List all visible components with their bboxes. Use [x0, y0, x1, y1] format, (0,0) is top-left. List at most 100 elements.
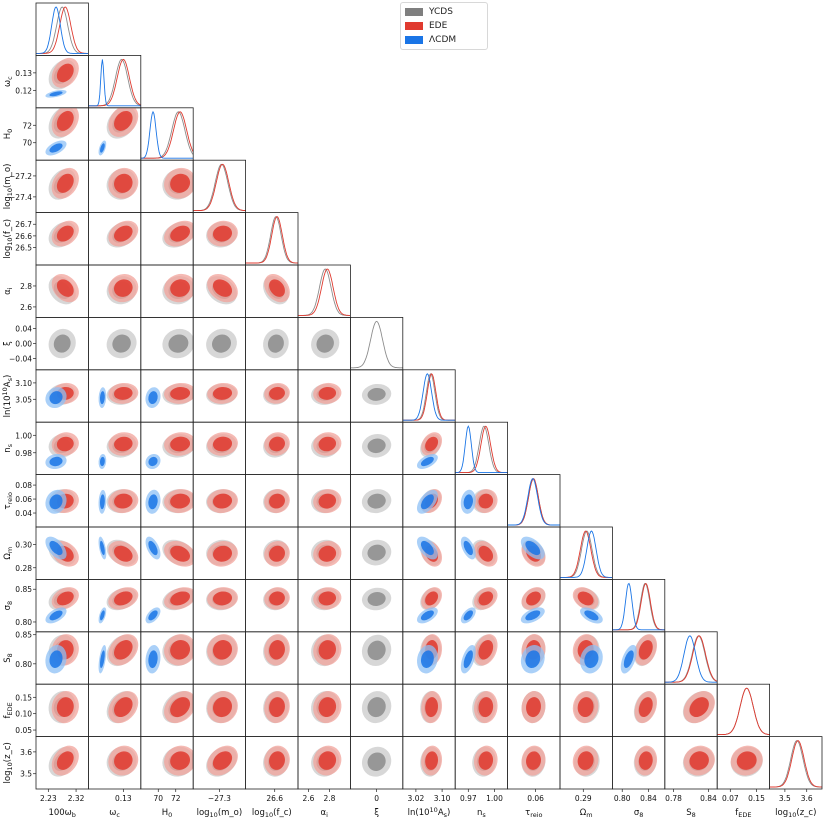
ylabel-zc: log10(z_c)	[3, 742, 14, 783]
xlabel-s8: σ8	[634, 808, 644, 819]
panel-tau-vs-tau	[507, 474, 561, 528]
panel-xi-vs-ai	[297, 316, 351, 371]
panel-fede-vs-wc	[88, 683, 142, 738]
contour-xi-lmo-ycds-68	[211, 334, 232, 353]
ytick-label-wc: 0.12	[15, 86, 32, 95]
panel-s8-vs-wc	[88, 579, 142, 633]
panel-frame	[245, 212, 299, 266]
xtick-label-Om: 0.29	[575, 794, 592, 803]
legend: YCDS EDE ΛCDM	[400, 2, 488, 50]
panel-frame	[716, 683, 771, 738]
contour-fede-S8-ede-68	[689, 697, 709, 718]
xlabel-As: ln(1010As)	[408, 806, 451, 819]
xtick-label-fede: 0.15	[748, 794, 765, 803]
contour-xi-H0-ycds-68	[168, 334, 189, 353]
xtick-label-xi: 0	[374, 794, 379, 803]
panel-lfc-vs-lfc	[245, 212, 299, 266]
contour-tau-H0-ede-68	[170, 493, 191, 509]
panel-H0-vs-wb	[35, 107, 89, 161]
contour-Om-wc-ede-68	[113, 545, 133, 562]
contour-S8-wb-lcdm-68	[49, 650, 63, 669]
panel-fede-vs-H0	[140, 683, 194, 738]
contour-tau-ns-ede-68	[478, 493, 494, 509]
ylabel-xi: ξ	[3, 341, 13, 346]
panel-S8-vs-wb	[35, 631, 89, 685]
contour-As-H0-ede-68	[170, 386, 191, 400]
panel-fede-vs-fede	[716, 683, 771, 738]
ytick-label-As: 3.05	[15, 395, 32, 404]
contour-As-ai-ede-68	[318, 386, 337, 400]
panel-As-vs-H0	[140, 369, 194, 423]
marginal-ai-ede	[298, 268, 351, 316]
panel-ai-vs-wc	[88, 264, 142, 318]
contour-ns-wc-lcdm-68	[99, 456, 105, 467]
panel-tau-vs-wc	[88, 474, 142, 528]
panel-ns-vs-wc	[88, 421, 142, 476]
panel-S8-vs-xi	[349, 631, 404, 685]
panel-frame	[454, 421, 509, 476]
marginal-S8-ycds	[664, 635, 718, 683]
ytick-label-tau: 0.04	[15, 509, 32, 518]
panel-S8-vs-ai	[297, 631, 351, 685]
ytick-label-Om: 0.28	[15, 564, 32, 573]
ylabel-wc: ωc	[3, 76, 14, 87]
contour-s8-wc-lcdm-68	[100, 610, 105, 621]
ytick-label-lfc: 26.5	[15, 244, 32, 253]
xtick-label-lmo: −27.3	[208, 794, 231, 803]
contour-zc-tau-ede-68	[526, 751, 541, 770]
contour-zc-xi-ycds-68	[367, 752, 386, 771]
panel-fede-vs-ns	[454, 683, 509, 738]
legend-swatch-ede	[405, 22, 423, 30]
xtick-label-H0: 70	[153, 794, 163, 803]
legend-label-lcdm: ΛCDM	[429, 35, 457, 45]
panel-tau-vs-xi	[349, 474, 404, 528]
contour-S8-wc-lcdm-68	[100, 650, 105, 669]
ytick-label-fede: 0.10	[15, 710, 32, 719]
contour-s8-As-lcdm-68	[420, 610, 434, 621]
panel-S8-vs-As	[402, 631, 456, 685]
ytick-label-tau: 0.06	[15, 495, 32, 504]
ytick-label-H0: 70	[22, 139, 32, 148]
panel-ns-vs-lmo	[192, 421, 246, 476]
contour-s8-As-ede-68	[425, 591, 439, 606]
contour-As-wc-ede-68	[114, 386, 133, 400]
panel-frame	[349, 316, 404, 371]
contour-zc-S8-ede-68	[689, 751, 709, 770]
marginal-As-lcdm	[402, 373, 456, 421]
panel-S8-vs-Om	[559, 631, 613, 685]
ylabel-lfc: log10(f_c)	[3, 219, 14, 259]
contour-ns-wc-ede-68	[114, 436, 133, 452]
xtick-label-fede: 0.07	[722, 794, 739, 803]
contour-zc-lmo-ede-68	[212, 751, 233, 770]
xlabel-lmo: log10(m_o)	[197, 808, 243, 819]
contour-Om-ns-ede-68	[478, 545, 494, 562]
xtick-label-wb: 2.23	[40, 794, 57, 803]
panel-xi-vs-wb	[35, 316, 89, 371]
contour-ns-H0-ede-68	[170, 436, 191, 452]
panel-fede-vs-S8	[664, 683, 718, 738]
contour-zc-s8-ede-68	[638, 751, 653, 770]
panel-As-vs-lmo	[192, 369, 246, 423]
xtick-label-S8: 0.84	[700, 794, 717, 803]
panel-lfc-vs-wc	[88, 212, 142, 266]
contour-S8-s8-lcdm-68	[623, 650, 634, 669]
ylabel-H0: H0	[3, 129, 14, 140]
contour-fede-Om-ede-68	[577, 697, 594, 718]
xlabel-H0: H0	[162, 808, 173, 819]
contour-H0-wc-ede-68	[114, 110, 133, 131]
contour-fede-wb-ede-68	[56, 697, 74, 718]
panel-ns-vs-ns	[454, 421, 509, 476]
marginal-lfc-ycds	[245, 216, 298, 264]
contour-Om-lmo-ede-68	[212, 545, 233, 562]
xtick-label-ai: 2.6	[303, 794, 315, 803]
panel-zc-vs-zc	[769, 736, 823, 790]
panel-s8-vs-tau	[507, 579, 561, 633]
contour-tau-ai-ede-68	[318, 493, 337, 509]
contour-tau-H0-lcdm-68	[148, 494, 158, 510]
panel-s8-vs-ns	[454, 579, 509, 633]
contour-s8-ns-lcdm-68	[463, 610, 473, 621]
marginal-s8-ycds	[612, 583, 665, 631]
contour-zc-wc-ede-68	[114, 751, 133, 770]
xtick-label-zc: 3.6	[801, 794, 813, 803]
